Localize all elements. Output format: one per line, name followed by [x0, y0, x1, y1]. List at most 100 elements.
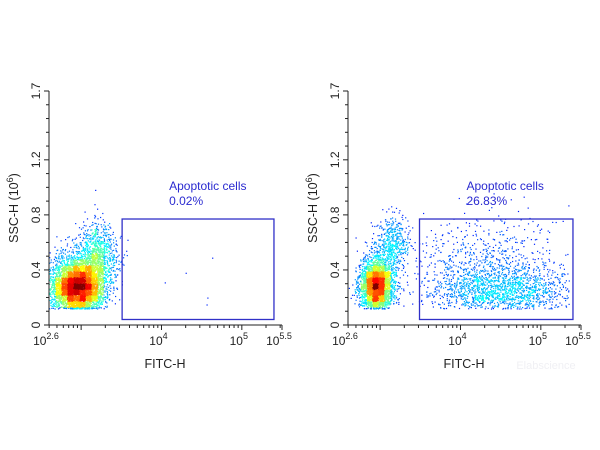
- event-point: [79, 257, 80, 258]
- event-point: [68, 288, 69, 289]
- event-point: [70, 271, 71, 272]
- event-point: [101, 293, 102, 294]
- event-point: [50, 289, 51, 290]
- event-point: [61, 277, 62, 278]
- event-point: [73, 265, 74, 266]
- event-point: [107, 284, 108, 285]
- event-point: [65, 276, 66, 277]
- event-point: [114, 255, 115, 256]
- event-point: [51, 308, 52, 309]
- event-point: [93, 296, 94, 297]
- event-point: [105, 290, 106, 291]
- event-point: [99, 300, 100, 301]
- event-point: [81, 299, 82, 300]
- event-point: [79, 292, 80, 293]
- event-point: [86, 294, 87, 295]
- event-point: [74, 270, 75, 271]
- event-point: [95, 291, 96, 292]
- event-point: [74, 295, 75, 296]
- event-point: [61, 252, 62, 253]
- event-point: [104, 286, 105, 287]
- event-point: [52, 299, 53, 300]
- event-point: [66, 285, 67, 286]
- event-point: [66, 278, 67, 279]
- event-point: [54, 280, 55, 281]
- event-point: [91, 279, 92, 280]
- event-point: [51, 267, 52, 268]
- event-point: [68, 306, 69, 307]
- event-point: [66, 294, 67, 295]
- event-point: [90, 286, 91, 287]
- event-point: [97, 291, 98, 292]
- event-point: [109, 257, 110, 258]
- event-point: [55, 308, 56, 309]
- event-point: [117, 256, 118, 257]
- event-point: [96, 301, 97, 302]
- event-point: [93, 300, 94, 301]
- event-point: [67, 263, 68, 264]
- event-point: [113, 287, 114, 288]
- event-point: [52, 269, 53, 270]
- event-point: [58, 282, 59, 283]
- event-point: [101, 304, 102, 305]
- event-point: [114, 246, 115, 247]
- event-point: [108, 229, 109, 230]
- event-point: [79, 264, 80, 265]
- event-point: [84, 298, 85, 299]
- event-point: [56, 276, 57, 277]
- event-point: [86, 297, 87, 298]
- event-point: [73, 259, 74, 260]
- event-point: [50, 273, 51, 274]
- event-point: [53, 262, 54, 263]
- event-point: [62, 301, 63, 302]
- event-point: [115, 248, 116, 249]
- event-point: [69, 284, 70, 285]
- event-point: [78, 287, 79, 288]
- event-point: [109, 299, 110, 300]
- event-point: [80, 266, 81, 267]
- event-point: [66, 303, 67, 304]
- event-point: [74, 302, 75, 303]
- event-point: [51, 302, 52, 303]
- event-point: [68, 294, 69, 295]
- event-point: [97, 232, 98, 233]
- event-point: [97, 284, 98, 285]
- event-point: [102, 262, 103, 263]
- event-point: [73, 299, 74, 300]
- event-point: [60, 273, 61, 274]
- event-point: [95, 284, 96, 285]
- event-point: [98, 249, 99, 250]
- event-point: [74, 283, 75, 284]
- event-point: [64, 274, 65, 275]
- event-point: [58, 288, 59, 289]
- event-point: [71, 289, 72, 290]
- event-point: [52, 293, 53, 294]
- event-point: [85, 274, 86, 275]
- event-point: [97, 272, 98, 273]
- event-point: [60, 289, 61, 290]
- event-point: [81, 229, 82, 230]
- event-point: [70, 288, 71, 289]
- event-point: [88, 274, 89, 275]
- event-point: [53, 287, 54, 288]
- event-point: [61, 272, 62, 273]
- event-point: [72, 265, 73, 266]
- event-point: [72, 274, 73, 275]
- event-point: [65, 290, 66, 291]
- event-point: [58, 271, 59, 272]
- event-point: [59, 284, 60, 285]
- event-point: [100, 262, 101, 263]
- event-point: [113, 290, 114, 291]
- event-point: [92, 300, 93, 301]
- event-point: [98, 293, 99, 294]
- event-point: [104, 308, 105, 309]
- event-point: [89, 256, 90, 257]
- event-point: [99, 290, 100, 291]
- event-point: [65, 283, 66, 284]
- event-point: [54, 288, 55, 289]
- event-point: [77, 297, 78, 298]
- event-point: [71, 300, 72, 301]
- event-point: [99, 256, 100, 257]
- event-point: [60, 258, 61, 259]
- event-point: [95, 264, 96, 265]
